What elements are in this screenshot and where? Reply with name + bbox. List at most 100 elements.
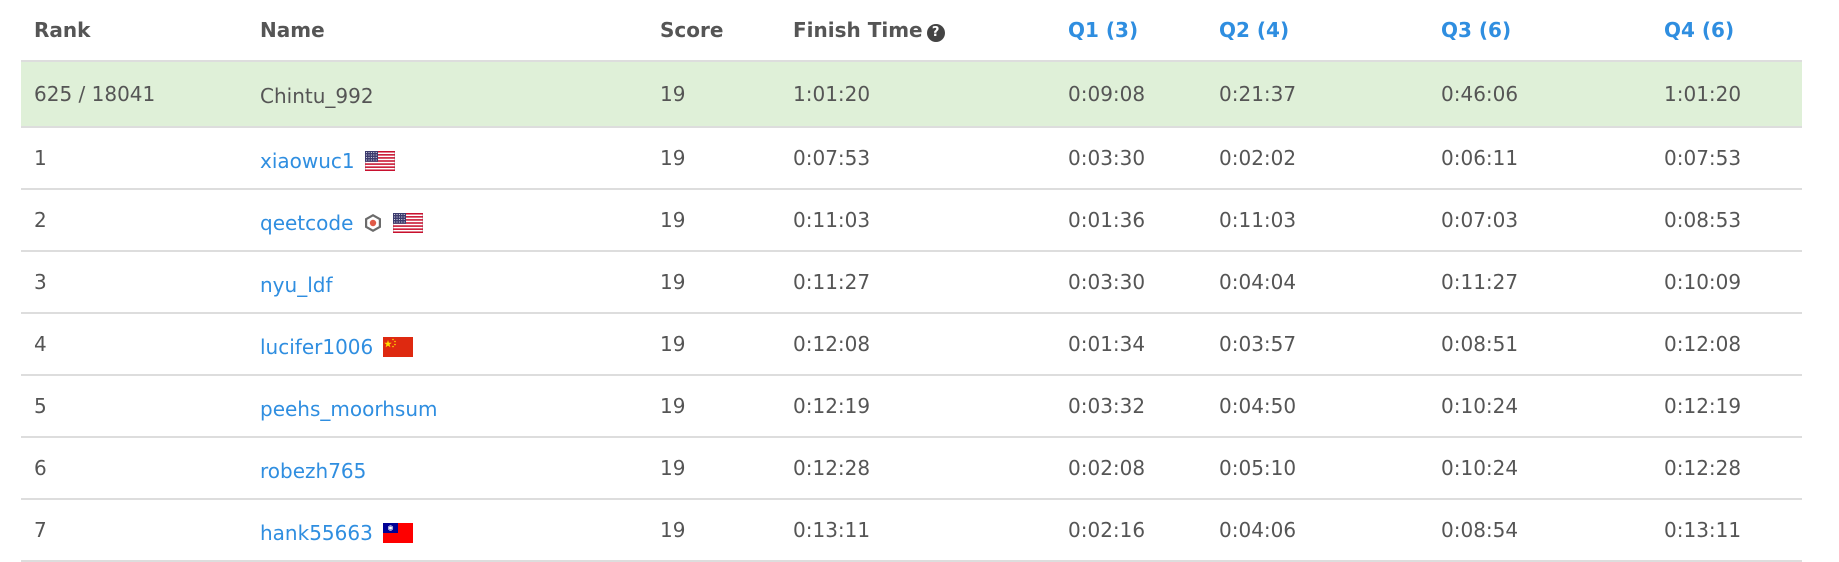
user-name-cell: robezh765 [247, 437, 647, 500]
ranking-table-container: Rank Name Score Finish Time? Q1 (3) Q2 (… [21, 0, 1802, 562]
user-profile-link[interactable]: robezh765 [260, 459, 367, 483]
q4-time-cell: 0:12:19 [1651, 375, 1802, 438]
user-name-cell: nyu_ldf [247, 251, 647, 314]
q3-time-cell: 0:08:51 [1428, 313, 1651, 376]
current-user-q1-time: 0:09:08 [1055, 61, 1206, 128]
current-user-finish-time: 1:01:20 [780, 61, 1055, 128]
table-row: 3 nyu_ldf 19 0:11:27 0:03:30 0:04:04 0:11:27 0:… [21, 251, 1802, 314]
table-row: 4 lucifer1006 19 0:12:08 0:01:34 0:03:57 0:08:… [21, 313, 1802, 376]
header-name: Name [247, 0, 647, 62]
q1-time-cell: 0:02:16 [1055, 499, 1206, 562]
q1-time-cell: 0:01:36 [1055, 189, 1206, 252]
user-profile-link[interactable]: hank55663 [260, 521, 373, 545]
finish-time-cell: 0:11:27 [780, 251, 1055, 314]
q1-time-cell: 0:03:30 [1055, 127, 1206, 190]
current-user-q4-time: 1:01:20 [1651, 61, 1802, 128]
header-q3[interactable]: Q3 (6) [1428, 0, 1651, 62]
score-cell: 19 [647, 127, 780, 190]
user-name-cell: hank55663 [247, 499, 647, 562]
header-score: Score [647, 0, 780, 62]
q3-time-cell: 0:08:54 [1428, 499, 1651, 562]
score-cell: 19 [647, 437, 780, 500]
q4-time-cell: 0:10:09 [1651, 251, 1802, 314]
q3-time-cell: 0:10:24 [1428, 375, 1651, 438]
finish-time-cell: 0:13:11 [780, 499, 1055, 562]
guardian-badge-icon [363, 213, 383, 233]
user-name-group: hank55663 [260, 515, 413, 545]
q2-time-cell: 0:04:50 [1206, 375, 1428, 438]
current-user-rank: 625 / 18041 [21, 61, 247, 128]
ranking-table: Rank Name Score Finish Time? Q1 (3) Q2 (… [21, 0, 1802, 562]
user-name-cell: qeetcode [247, 189, 647, 252]
header-finish-time-label: Finish Time [793, 18, 923, 42]
user-profile-link[interactable]: lucifer1006 [260, 335, 374, 359]
finish-time-cell: 0:12:19 [780, 375, 1055, 438]
rank-cell: 7 [21, 499, 247, 562]
table-row: 1 xiaowuc1 19 0:07:53 0:03:30 0:02:02 0:06:11 0… [21, 127, 1802, 190]
q2-time-cell: 0:05:10 [1206, 437, 1428, 500]
user-profile-link[interactable]: qeetcode [260, 211, 354, 235]
rank-cell: 4 [21, 313, 247, 376]
rank-cell: 5 [21, 375, 247, 438]
rank-cell: 3 [21, 251, 247, 314]
table-row: 6 robezh765 19 0:12:28 0:02:08 0:05:10 0:10:24… [21, 437, 1802, 500]
q2-time-cell: 0:03:57 [1206, 313, 1428, 376]
cn-flag-icon [383, 337, 414, 357]
table-row: 5 peehs_moorhsum 19 0:12:19 0:03:32 0:04:50 0:… [21, 375, 1802, 438]
current-user-q2-time: 0:21:37 [1206, 61, 1428, 128]
user-name-cell: xiaowuc1 [247, 127, 647, 190]
header-q4[interactable]: Q4 (6) [1651, 0, 1802, 62]
q2-time-cell: 0:04:04 [1206, 251, 1428, 314]
rank-cell: 6 [21, 437, 247, 500]
q4-time-cell: 0:13:11 [1651, 499, 1802, 562]
header-rank: Rank [21, 0, 247, 62]
user-name-group: xiaowuc1 [260, 143, 395, 173]
q3-time-cell: 0:10:24 [1428, 437, 1651, 500]
user-profile-link[interactable]: peehs_moorhsum [260, 397, 438, 421]
user-name-group: nyu_ldf [260, 267, 332, 297]
finish-time-cell: 0:12:08 [780, 313, 1055, 376]
q4-time-cell: 0:08:53 [1651, 189, 1802, 252]
us-flag-icon [393, 213, 424, 233]
header-q2[interactable]: Q2 (4) [1206, 0, 1428, 62]
q4-time-cell: 0:12:28 [1651, 437, 1802, 500]
user-profile-link[interactable]: xiaowuc1 [260, 149, 355, 173]
header-q1[interactable]: Q1 (3) [1055, 0, 1206, 62]
us-flag-icon [364, 151, 395, 171]
q1-time-cell: 0:03:32 [1055, 375, 1206, 438]
rank-cell: 2 [21, 189, 247, 252]
q1-time-cell: 0:03:30 [1055, 251, 1206, 314]
user-profile-link[interactable]: nyu_ldf [260, 273, 333, 297]
user-name-group: lucifer1006 [260, 329, 414, 359]
q4-time-cell: 0:12:08 [1651, 313, 1802, 376]
score-cell: 19 [647, 251, 780, 314]
current-user-q3-time: 0:46:06 [1428, 61, 1651, 128]
user-name-group: robezh765 [260, 453, 366, 483]
q4-time-cell: 0:07:53 [1651, 127, 1802, 190]
question-circle-icon[interactable]: ? [926, 24, 945, 42]
q3-time-cell: 0:11:27 [1428, 251, 1651, 314]
user-name-cell: lucifer1006 [247, 313, 647, 376]
current-user-score: 19 [647, 61, 780, 128]
score-cell: 19 [647, 313, 780, 376]
table-header-row: Rank Name Score Finish Time? Q1 (3) Q2 (… [21, 0, 1802, 62]
current-user-row: 625 / 18041 Chintu_992 19 1:01:20 0:09:0… [21, 61, 1802, 128]
q1-time-cell: 0:02:08 [1055, 437, 1206, 500]
finish-time-cell: 0:07:53 [780, 127, 1055, 190]
score-cell: 19 [647, 499, 780, 562]
table-row: 2 qeetcode 19 0:11:03 0:01:36 0:11:03 0:07:03 0… [21, 189, 1802, 252]
user-name-group: peehs_moorhsum [260, 391, 437, 421]
q1-time-cell: 0:01:34 [1055, 313, 1206, 376]
header-finish-time: Finish Time? [780, 0, 1055, 62]
finish-time-cell: 0:12:28 [780, 437, 1055, 500]
user-name-cell: peehs_moorhsum [247, 375, 647, 438]
q2-time-cell: 0:11:03 [1206, 189, 1428, 252]
rank-cell: 1 [21, 127, 247, 190]
current-user-name: Chintu_992 [247, 61, 647, 128]
user-name-group: qeetcode [260, 205, 424, 235]
q3-time-cell: 0:07:03 [1428, 189, 1651, 252]
finish-time-cell: 0:11:03 [780, 189, 1055, 252]
score-cell: 19 [647, 375, 780, 438]
score-cell: 19 [647, 189, 780, 252]
tw-flag-icon [382, 523, 413, 543]
